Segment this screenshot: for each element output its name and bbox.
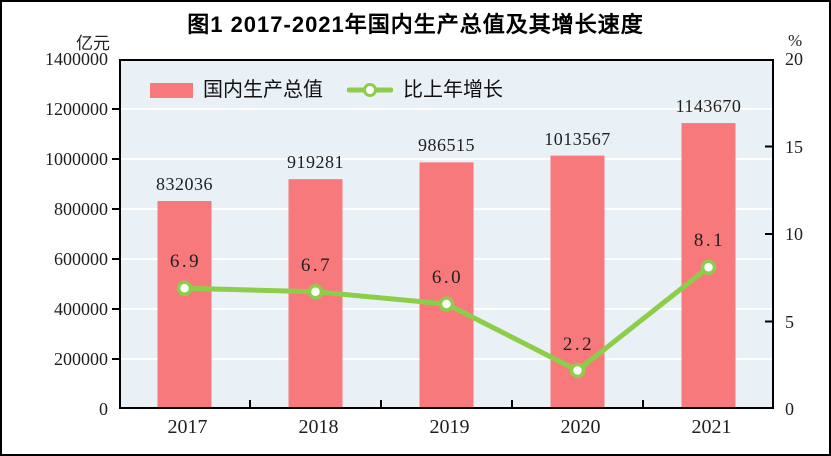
y-axis-label-left: 600000	[54, 249, 108, 269]
y-axis-label-left: 200000	[54, 349, 108, 369]
x-axis-label: 2019	[429, 416, 470, 438]
bar-value-label: 1143670	[675, 96, 742, 117]
legend: 国内生产总值 比上年增长	[150, 78, 503, 102]
legend-line-label: 比上年增长	[403, 79, 503, 101]
growth-value-label: 6.7	[300, 254, 333, 276]
chart-title: 图1 2017-2021年国内生产总值及其增长速度	[187, 12, 644, 37]
y-axis-label-left: 1000000	[45, 149, 108, 169]
growth-value-label: 8.1	[693, 230, 726, 252]
bar-value-label: 919281	[287, 152, 344, 173]
y-axis-label-right: 15	[785, 136, 803, 157]
bar-value-label: 986515	[418, 135, 475, 156]
growth-value-label: 2.2	[562, 333, 595, 355]
y-axis-label-left: 1400000	[45, 49, 108, 69]
x-axis-label: 2017	[167, 416, 208, 438]
x-axis-label: 2020	[560, 416, 601, 438]
growth-value-label: 6.0	[431, 267, 464, 288]
right-axis-unit: %	[788, 31, 803, 50]
growth-marker-2021	[700, 259, 717, 275]
growth-value-label: 6.9	[169, 251, 202, 273]
y-axis-label-left: 400000	[54, 299, 108, 319]
x-axis-label: 2018	[298, 416, 339, 438]
bar-2017	[157, 200, 212, 407]
growth-marker-2017	[176, 280, 193, 296]
y-axis-label-left: 1200000	[45, 99, 108, 119]
legend-bar-label: 国内生产总值	[203, 79, 323, 101]
growth-marker-2018	[307, 284, 324, 300]
legend-line-sample-icon	[347, 83, 393, 97]
bar-2019	[419, 162, 474, 407]
x-axis-label: 2021	[691, 416, 732, 438]
plot-svg	[112, 59, 774, 409]
growth-marker-2019	[438, 296, 455, 312]
bar-value-label: 1013567	[544, 128, 611, 149]
growth-marker-2020	[569, 362, 586, 379]
y-axis-label-left: 800000	[54, 199, 108, 219]
legend-bar-swatch	[150, 82, 193, 98]
y-axis-label-right: 0	[785, 399, 794, 419]
y-axis-label-left: 0	[99, 399, 108, 419]
bar-value-label: 832036	[156, 173, 213, 194]
y-axis-label-right: 5	[785, 311, 794, 332]
y-axis-label-right: 10	[785, 224, 803, 244]
y-axis-label-right: 20	[785, 49, 803, 69]
left-axis-unit: 亿元	[76, 34, 110, 53]
